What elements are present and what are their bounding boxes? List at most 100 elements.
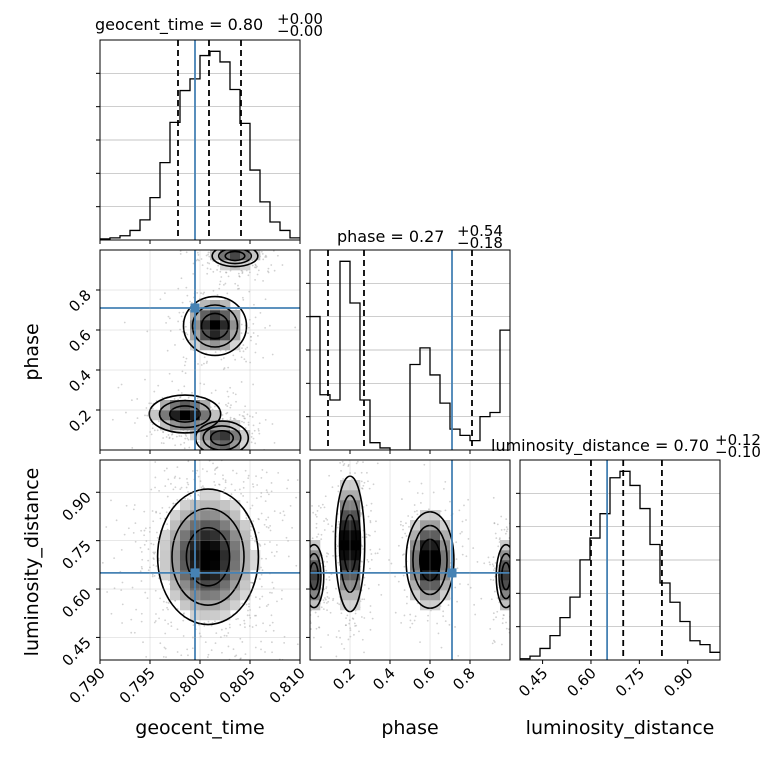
sample-point	[236, 467, 238, 469]
sample-point	[307, 570, 309, 572]
density-cell	[430, 520, 441, 531]
density-cell	[230, 560, 241, 571]
sample-point	[370, 502, 373, 505]
sample-point	[417, 458, 419, 460]
contour-line	[182, 295, 248, 357]
sample-point	[345, 624, 347, 626]
density-cell	[410, 530, 421, 541]
x-tick-label-luminosity_distance: 0.90	[660, 664, 696, 700]
sample-point	[336, 602, 339, 605]
panel-frame	[309, 459, 511, 661]
panel-2d-geocent_time-phase	[100, 247, 300, 469]
sample-point	[257, 429, 260, 432]
sample-point	[152, 543, 155, 546]
density-cell	[180, 510, 191, 521]
sample-point	[253, 429, 256, 432]
x-tick-label-luminosity_distance: 0.45	[515, 664, 551, 700]
sample-point	[252, 463, 254, 465]
density-cell	[430, 570, 441, 581]
sample-point	[333, 452, 335, 454]
xlabel-phase: phase	[381, 717, 438, 739]
sample-point	[155, 701, 157, 703]
density-cell	[340, 600, 351, 611]
sample-point	[182, 619, 185, 622]
y-tick-label-phase: 0.4	[65, 366, 95, 396]
sample-point	[176, 651, 179, 653]
sample-point	[132, 508, 135, 511]
sample-point	[238, 453, 240, 455]
sample-point	[216, 466, 219, 469]
sample-point	[229, 386, 232, 389]
sample-point	[269, 624, 271, 627]
sample-point	[287, 555, 290, 558]
sample-point	[237, 248, 239, 250]
sample-point	[267, 516, 270, 519]
sample-point	[252, 247, 254, 249]
sample-point	[207, 253, 209, 256]
sample-point	[270, 551, 273, 554]
sample-point	[201, 264, 204, 267]
sample-point	[295, 548, 297, 550]
sample-point	[150, 433, 153, 436]
sample-point	[406, 595, 408, 598]
sample-point	[271, 641, 273, 644]
density-cell	[310, 590, 321, 601]
sample-point	[206, 267, 209, 270]
sample-point	[110, 612, 113, 615]
sample-point	[325, 555, 328, 558]
sample-point	[411, 516, 414, 519]
density-cell	[180, 540, 191, 551]
sample-point	[255, 475, 257, 478]
density-cell	[350, 530, 361, 541]
sample-point	[222, 477, 225, 480]
density-cell	[160, 550, 171, 561]
sample-point	[186, 477, 188, 480]
sample-point	[366, 471, 368, 474]
sample-point	[197, 441, 200, 444]
sample-point	[189, 494, 192, 497]
sample-point	[164, 292, 166, 295]
sample-point	[250, 525, 253, 528]
sample-point	[262, 258, 265, 261]
sample-point	[172, 502, 175, 505]
sample-point	[332, 554, 334, 557]
sample-point	[241, 272, 244, 275]
sample-point	[206, 656, 209, 659]
density-cell	[500, 580, 510, 591]
sample-point	[370, 454, 372, 456]
sample-point	[182, 635, 185, 637]
sample-point	[155, 613, 157, 615]
sample-point	[167, 434, 170, 436]
sample-point	[255, 343, 257, 345]
sample-point	[369, 521, 372, 524]
sample-point	[141, 567, 143, 570]
sample-point	[252, 383, 255, 386]
sample-point	[251, 626, 254, 628]
x-tick-label-phase: 0.2	[329, 664, 359, 694]
density-cell	[210, 310, 221, 321]
sample-point	[270, 614, 273, 617]
sample-point	[503, 528, 506, 531]
sample-point	[275, 544, 278, 546]
sample-point	[269, 541, 271, 543]
sample-point	[226, 405, 229, 408]
sample-point	[239, 637, 242, 640]
sample-point	[243, 417, 246, 420]
sample-point	[151, 575, 154, 578]
sample-point	[264, 651, 266, 653]
sample-point	[115, 519, 118, 522]
sample-point	[206, 453, 208, 455]
sample-point	[264, 298, 267, 301]
sample-point	[167, 608, 169, 611]
sample-point	[273, 269, 276, 272]
sample-point	[123, 321, 126, 324]
sample-point	[232, 392, 235, 394]
sample-point	[321, 503, 324, 506]
sample-point	[496, 597, 499, 599]
sample-point	[500, 515, 503, 518]
sample-point	[179, 252, 182, 255]
sample-point	[171, 433, 174, 435]
sample-point	[350, 666, 352, 668]
sample-point	[295, 564, 298, 567]
sample-point	[520, 594, 522, 596]
